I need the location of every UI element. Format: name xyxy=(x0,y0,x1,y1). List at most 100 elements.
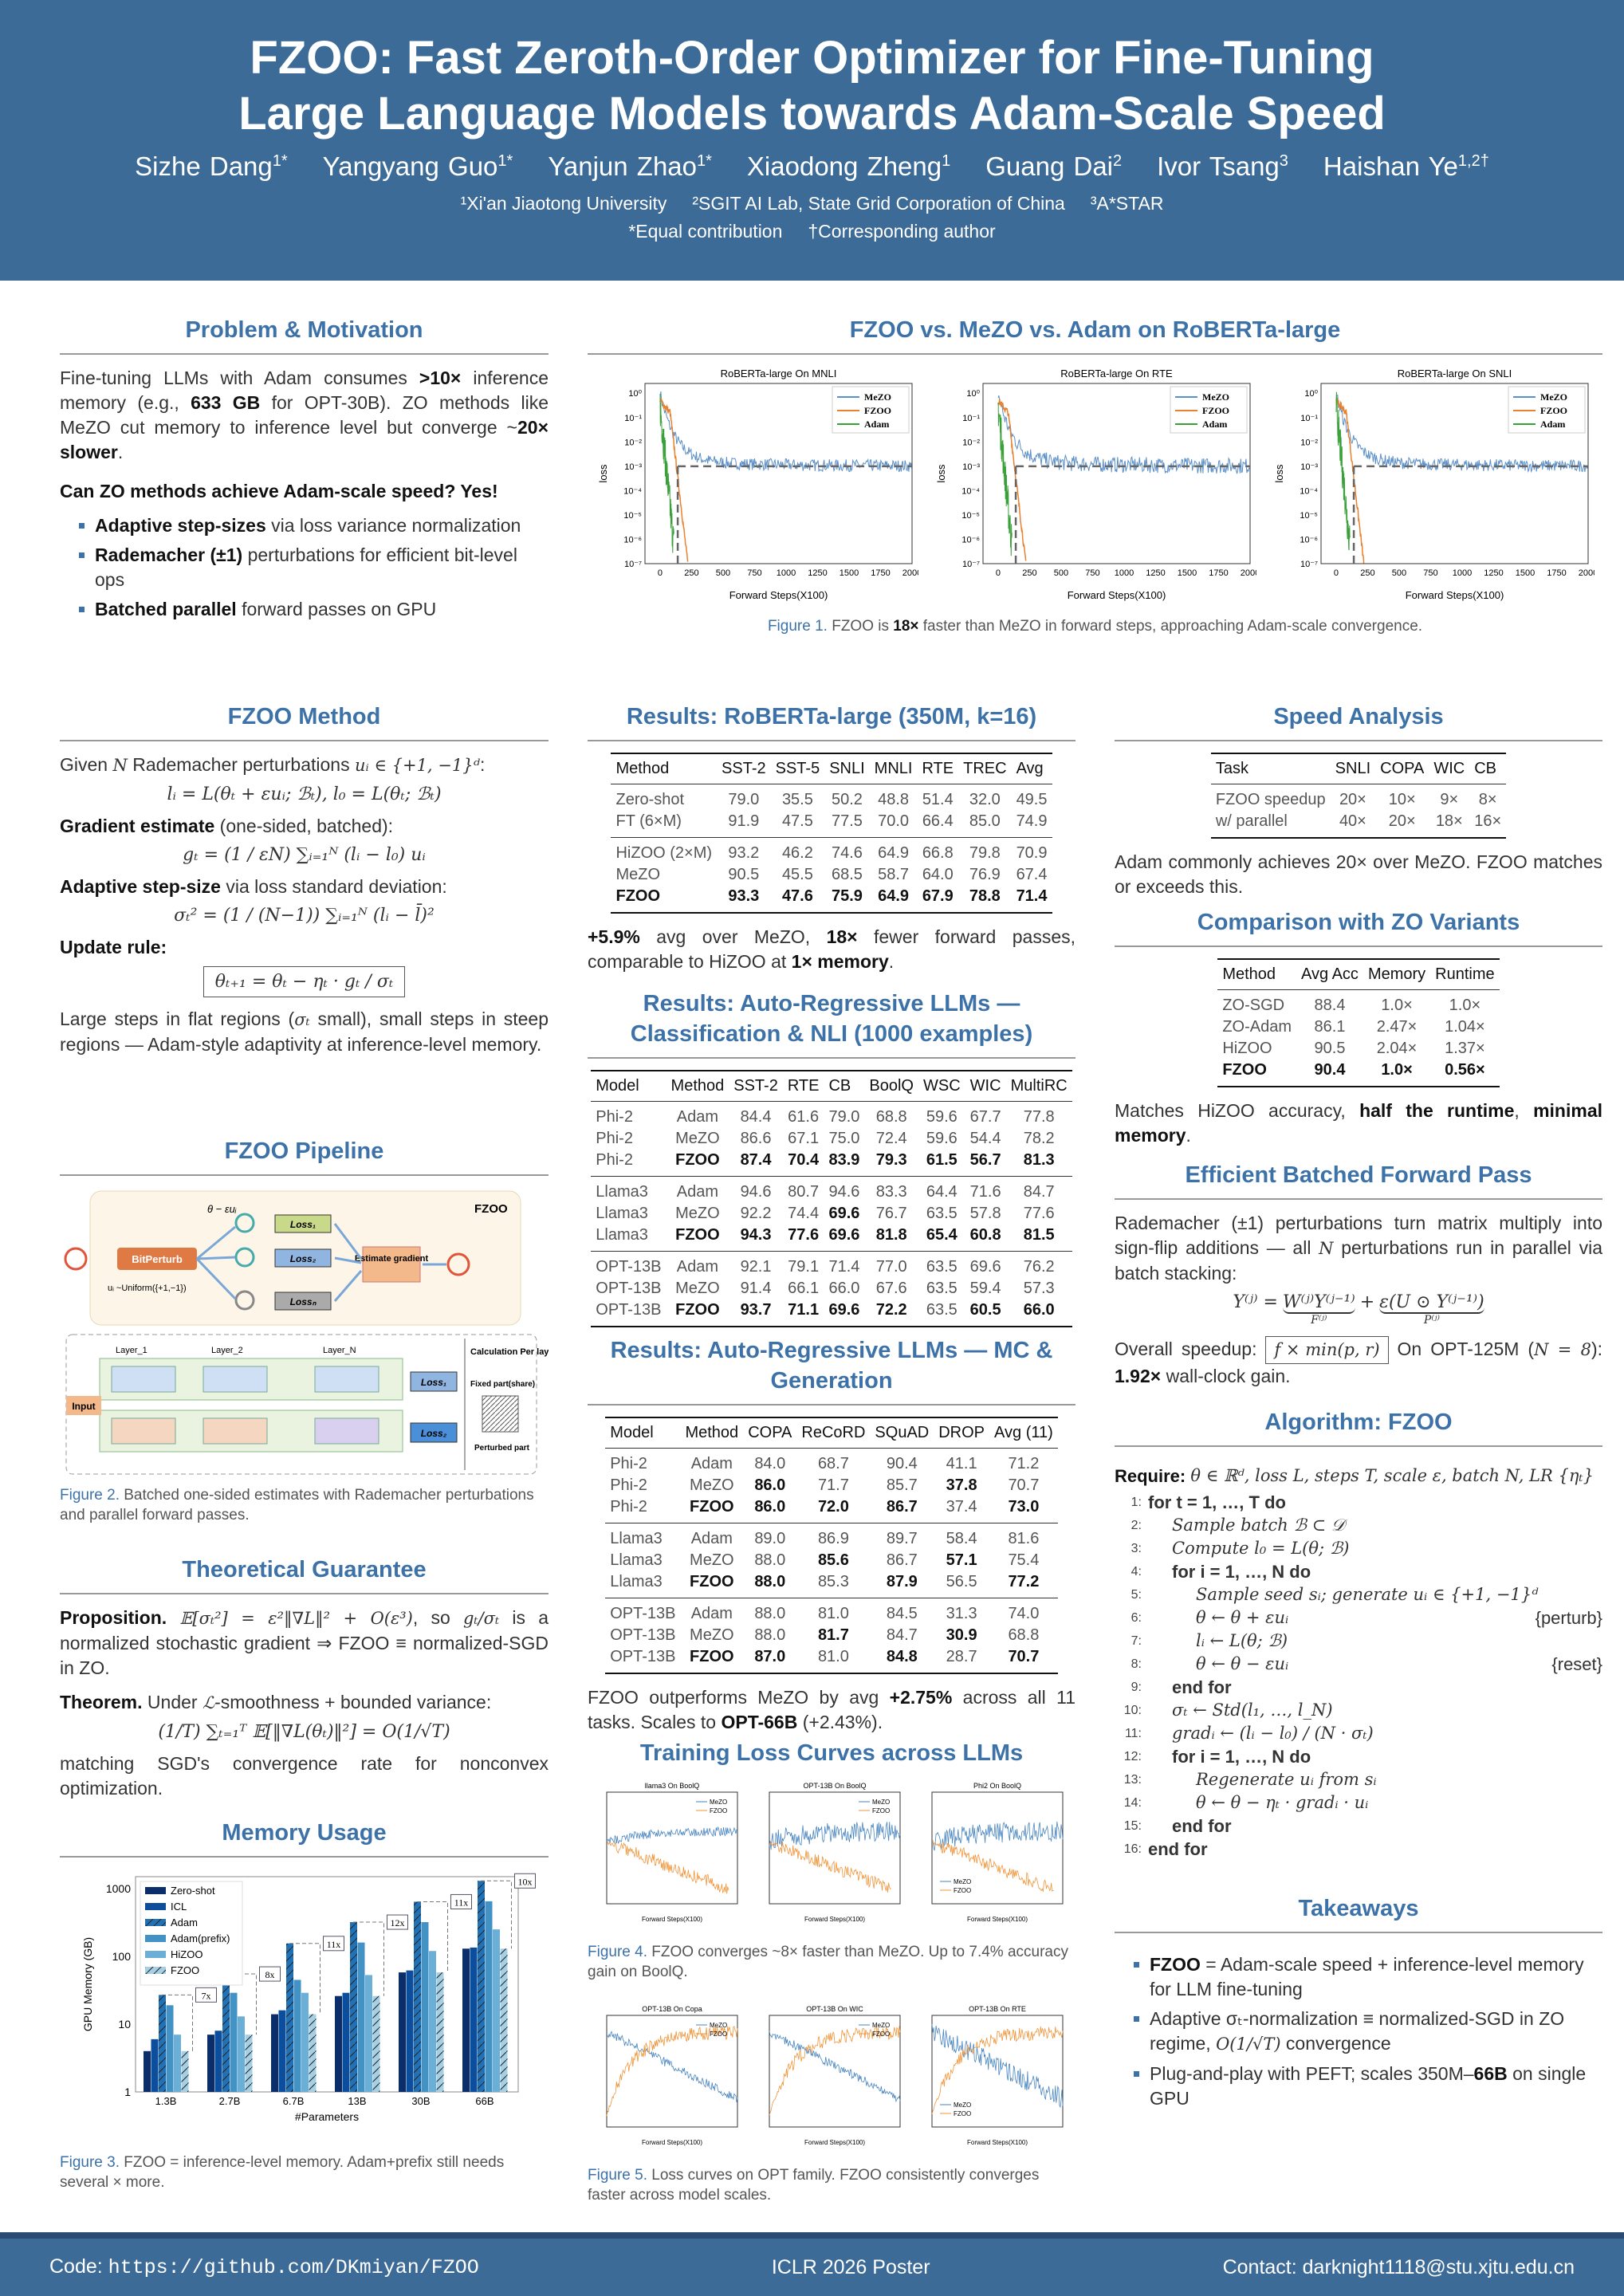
table-cell: 69.6 xyxy=(965,1251,1006,1278)
legend-label: MeZO xyxy=(954,1878,971,1885)
roberta-results-section: Results: RoBERTa-large (350M, k=16) Meth… xyxy=(588,702,1075,984)
bar-hatch xyxy=(181,2050,189,2092)
line-number: 12: xyxy=(1123,1750,1142,1763)
text-segment: Adaptive σₜ-normalization ≡ normalized-S… xyxy=(1150,2008,1565,2054)
table-row: Llama3 FZOO 94.3 77.6 69.6 81.8 65.4 60.8 81.5 xyxy=(591,1225,1072,1252)
table-cell: w/ parallel xyxy=(1215,812,1288,830)
x-tick-label: 250 xyxy=(1360,568,1374,578)
column-header: Runtime xyxy=(1430,959,1500,990)
code-url-link[interactable]: https://github.com/DKmiyan/FZOO xyxy=(108,2256,479,2279)
bar-hatch xyxy=(500,1948,508,2092)
table-cell: 57.1 xyxy=(946,1551,977,1569)
table-cell: 86.1 xyxy=(1314,1018,1346,1036)
title-line-1: FZOO: Fast Zeroth-Order Optimizer for Fi… xyxy=(250,32,1374,84)
section-heading: Results: Auto-Regressive LLMs — Classifi… xyxy=(588,989,1075,1059)
text-segment: on single GPU xyxy=(1150,2063,1587,2109)
table-cell: 91.4 xyxy=(740,1280,772,1297)
author-note: *Equal contribution xyxy=(628,221,783,242)
table-cell: 63.5 xyxy=(918,1251,965,1278)
column-header: SST-5 xyxy=(770,753,825,784)
table-cell: 68.8 xyxy=(875,1108,907,1126)
table-cell: Llama3 xyxy=(610,1573,663,1590)
table-cell: 56.5 xyxy=(946,1573,977,1590)
table-cell: 88.0 xyxy=(754,1626,786,1644)
section-heading: FZOO Method xyxy=(60,702,549,741)
table-cell: 72.2 xyxy=(875,1301,907,1319)
legend-label: FZOO xyxy=(872,2031,890,2038)
legend-label: Adam xyxy=(1540,419,1565,430)
table-row: Llama3 MeZO 88.0 85.6 86.7 57.1 75.4 xyxy=(605,1550,1058,1571)
table-cell: 90.4 xyxy=(886,1455,918,1472)
eq-lhs: Y⁽ʲ⁾ = xyxy=(1233,1292,1278,1312)
table-cell: Zero-shot xyxy=(615,791,685,808)
section-heading: Algorithm: FZOO xyxy=(1115,1407,1602,1447)
algorithm-line: 4: for i = 1, …, N do xyxy=(1115,1560,1602,1583)
table-cell: 75.0 xyxy=(828,1130,860,1147)
table-cell: 80.7 xyxy=(782,1176,824,1203)
author-name: Yangyang Guo xyxy=(322,151,498,181)
x-tick-label: 750 xyxy=(747,568,761,578)
table-cell: 40× xyxy=(1339,812,1366,830)
x-tick-label: 1750 xyxy=(1547,568,1566,578)
table-cell: 74.4 xyxy=(788,1205,820,1222)
bar-icl xyxy=(342,1992,350,2092)
column-header: Model xyxy=(591,1071,667,1102)
text-segment: Under xyxy=(142,1692,203,1712)
table-cell: 94.3 xyxy=(740,1226,772,1244)
x-tick-label: 0 xyxy=(996,568,1001,578)
x-tick-label: 66B xyxy=(475,2095,493,2107)
x-tick-label: 500 xyxy=(716,568,730,578)
column-header: RTE xyxy=(782,1071,824,1102)
bar-adamprefix xyxy=(421,1922,429,2092)
bar-zeroshot xyxy=(271,2014,278,2092)
bar-adamprefix xyxy=(357,1942,365,2092)
fzoo-series xyxy=(997,399,1027,561)
text-segment: FZOO xyxy=(1150,1954,1201,1975)
mezo-series xyxy=(769,1822,901,1850)
motivation-bullets: Adaptive step-sizes via loss variance no… xyxy=(79,513,549,622)
table-cell: 85.0 xyxy=(969,812,1001,830)
x-tick-label: 750 xyxy=(1423,568,1437,578)
table-cell: MeZO xyxy=(690,1551,734,1569)
table-cell: 84.7 xyxy=(1005,1176,1072,1203)
motivation-bullet: Adaptive step-sizes via loss variance no… xyxy=(79,513,549,538)
bar-hatch xyxy=(372,1995,380,2092)
bar-hizoo xyxy=(238,2016,245,2092)
table-cell: 69.6 xyxy=(828,1226,860,1244)
table-cell: MeZO xyxy=(690,1476,734,1494)
text-segment: 1× xyxy=(791,951,812,972)
batched-text: Rademacher (±1) perturbations turn matri… xyxy=(1115,1211,1602,1286)
text-segment: , xyxy=(1514,1100,1534,1121)
table-cell: 84.0 xyxy=(754,1455,786,1472)
table-cell: 45.5 xyxy=(781,866,813,883)
layer-loss2-label: Loss₂ xyxy=(421,1428,447,1439)
line-number: 16: xyxy=(1123,1842,1142,1856)
y-tick-label: 10⁻⁷ xyxy=(962,560,980,569)
line-text: σₜ ← Std(l₁, …, l_N) xyxy=(1172,1700,1333,1720)
venue-label: ICLR 2026 Poster xyxy=(771,2255,930,2278)
author-name: Haishan Ye xyxy=(1323,151,1458,181)
x-tick-label: 2000 xyxy=(902,568,918,578)
bar-hatch xyxy=(436,1972,444,2092)
column-header: SQuAD xyxy=(870,1417,934,1449)
table-cell: 71.6 xyxy=(965,1176,1006,1203)
table-cell: OPT-13B xyxy=(596,1301,662,1319)
table-cell: 78.2 xyxy=(1023,1130,1055,1147)
table-row: FZOO 93.3 47.6 75.9 64.9 67.9 78.8 71.4 xyxy=(611,886,1052,913)
legend-label: MeZO xyxy=(954,2101,971,2109)
contact-email[interactable]: Contact: darknight1118@stu.xjtu.edu.cn xyxy=(1222,2255,1575,2278)
column-header: Memory xyxy=(1363,959,1431,990)
table-row: FZOO 90.4 1.0× 0.56× xyxy=(1217,1060,1499,1087)
fzoo-series xyxy=(1335,398,1365,564)
table-cell: 73.0 xyxy=(1008,1498,1040,1516)
table-cell: 59.4 xyxy=(969,1280,1001,1297)
text-segment: 20× xyxy=(517,417,549,438)
table-cell: 85.6 xyxy=(817,1551,849,1569)
bar-hizoo xyxy=(174,2035,181,2092)
text-segment: 1.92× xyxy=(1115,1366,1162,1386)
table-cell: 67.9 xyxy=(922,887,954,905)
roberta-summary: +5.9% avg over MeZO, 18× fewer forward p… xyxy=(588,925,1075,974)
table-cell: 75.9 xyxy=(831,887,863,905)
eq-perturb-label: P⁽ʲ⁾ xyxy=(1423,1314,1440,1327)
gradient-equation: gₜ = (1 / εN) ∑ᵢ₌₁ᴺ (lᵢ − l₀) uᵢ xyxy=(183,845,426,865)
